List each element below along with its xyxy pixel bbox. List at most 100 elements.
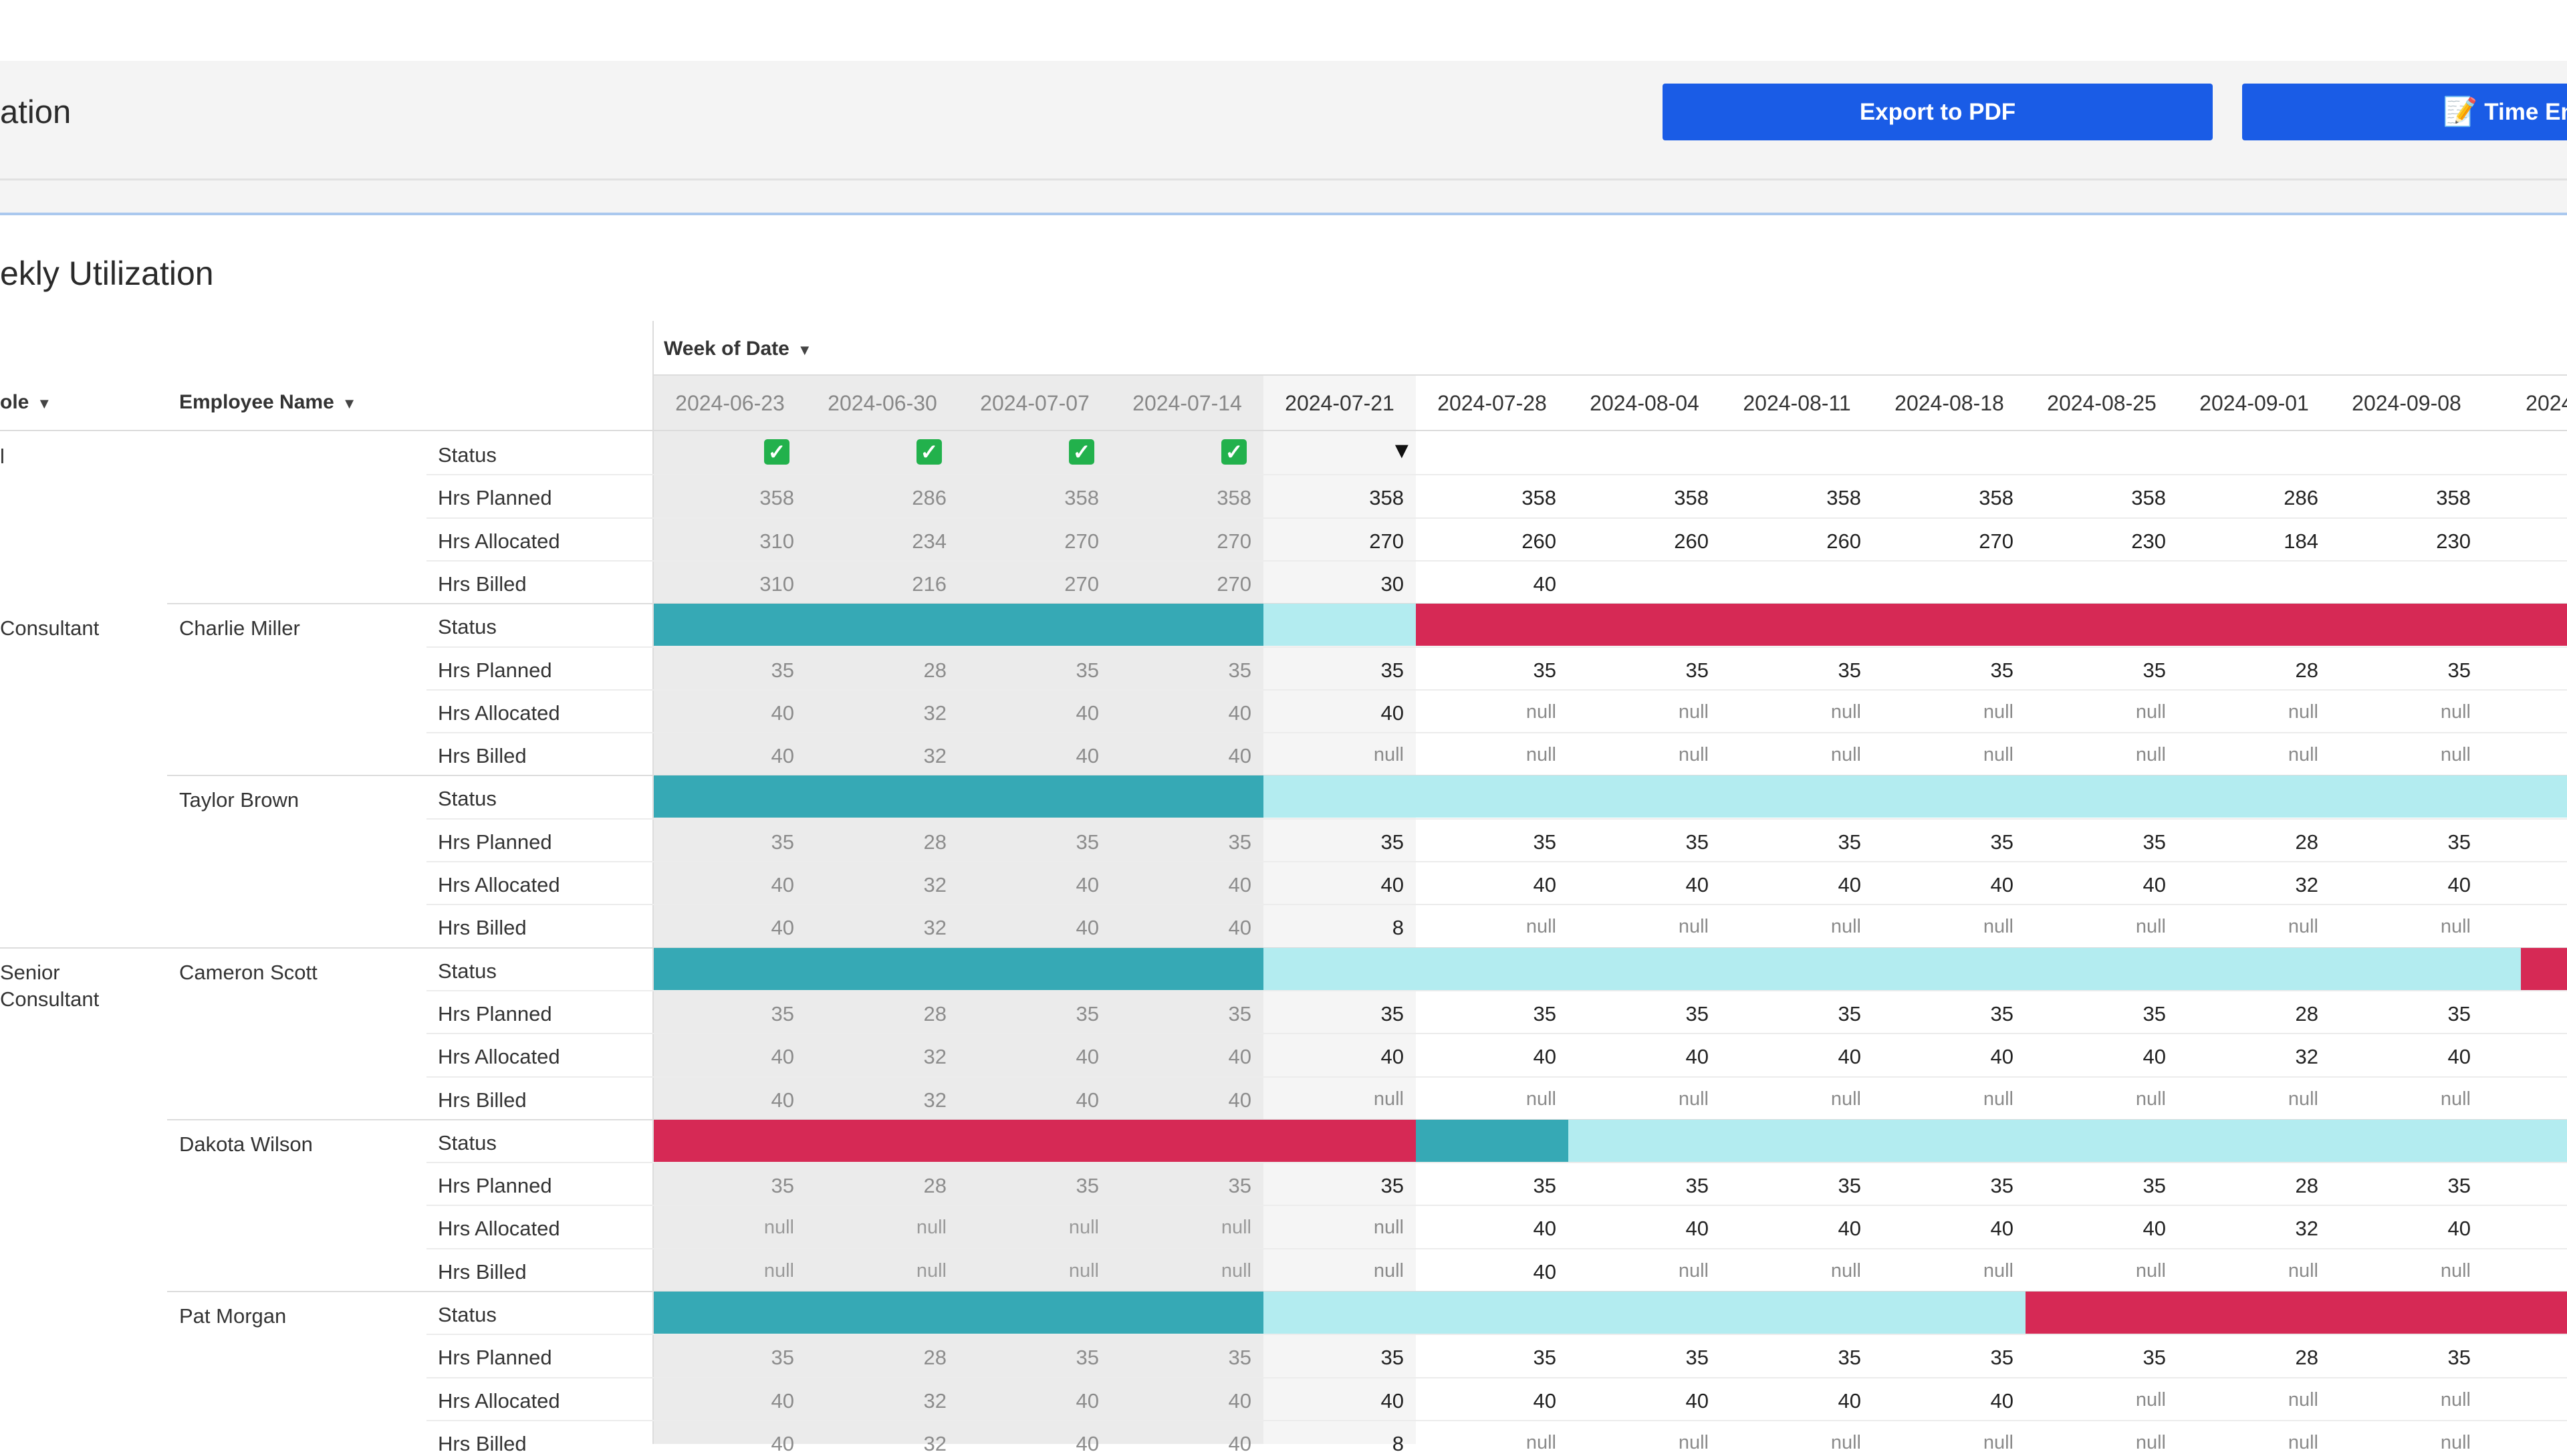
value-cell: 35 bbox=[1990, 830, 2013, 854]
value-cell: null bbox=[1983, 701, 2013, 723]
employee-name-cell[interactable]: Pat Morgan bbox=[179, 1304, 287, 1328]
value-cell: 32 bbox=[2295, 1045, 2318, 1069]
date-column-header[interactable]: 2024-07-21 bbox=[1285, 391, 1394, 415]
status-bar-segment[interactable] bbox=[1263, 947, 2521, 990]
value-cell: null bbox=[1068, 1259, 1099, 1282]
employee-name-cell[interactable]: Charlie Miller bbox=[179, 616, 300, 640]
value-cell: 35 bbox=[2143, 830, 2166, 854]
value-cell: null bbox=[1830, 744, 1861, 766]
time-entry-button[interactable]: 📝 Time En bbox=[2242, 84, 2567, 140]
value-cell: 35 bbox=[771, 830, 794, 854]
value-cell: null bbox=[1525, 744, 1556, 766]
value-cell: 35 bbox=[1685, 1001, 1709, 1025]
past-columns-bg bbox=[654, 374, 1263, 1444]
status-bar-segment[interactable] bbox=[1416, 604, 2567, 646]
metric-label: Hrs Allocated bbox=[438, 1217, 560, 1241]
employee-name-cell[interactable]: Dakota Wilson bbox=[179, 1132, 313, 1156]
value-cell: 35 bbox=[2447, 1346, 2471, 1370]
status-bar-segment[interactable] bbox=[2026, 1292, 2567, 1334]
value-cell: 30 bbox=[1380, 572, 1404, 596]
role-header[interactable]: ole ▼ bbox=[0, 391, 51, 414]
value-cell: 40 bbox=[771, 916, 794, 940]
current-column-bg bbox=[1263, 374, 1416, 1444]
metric-label: Hrs Planned bbox=[438, 1174, 552, 1198]
status-bar-segment[interactable] bbox=[1568, 1119, 2567, 1162]
value-cell: 40 bbox=[1533, 1217, 1556, 1241]
status-bar-segment[interactable] bbox=[654, 775, 1263, 818]
value-cell: 270 bbox=[1979, 529, 2013, 553]
status-bar-segment[interactable] bbox=[1263, 604, 1416, 646]
value-cell: null bbox=[1678, 1088, 1709, 1110]
value-cell: null bbox=[2288, 916, 2318, 938]
value-cell: 35 bbox=[1990, 1346, 2013, 1370]
row-divider bbox=[426, 1205, 2567, 1207]
value-cell: 260 bbox=[1826, 529, 1861, 553]
date-column-header[interactable]: 2024-07-07 bbox=[980, 391, 1090, 415]
status-bar-segment[interactable] bbox=[654, 947, 1263, 990]
value-cell: 35 bbox=[1838, 830, 1861, 854]
row-divider bbox=[426, 517, 2567, 519]
value-cell: null bbox=[1373, 1088, 1404, 1110]
value-cell: 40 bbox=[1228, 701, 1251, 725]
date-column-header[interactable]: 2024-08-18 bbox=[1894, 391, 2004, 415]
value-cell: 35 bbox=[1990, 658, 2013, 682]
date-column-header[interactable]: 2024-06-23 bbox=[675, 391, 785, 415]
status-bar-segment[interactable] bbox=[2521, 947, 2567, 990]
value-cell: 358 bbox=[1369, 486, 1404, 510]
value-cell: 35 bbox=[2143, 1001, 2166, 1025]
metric-label: Hrs Planned bbox=[438, 1346, 552, 1370]
value-cell: 35 bbox=[771, 1001, 794, 1025]
value-cell: 35 bbox=[1380, 1001, 1404, 1025]
value-cell: 40 bbox=[1228, 1045, 1251, 1069]
employee-name-cell[interactable]: Cameron Scott bbox=[179, 960, 318, 984]
value-cell: null bbox=[1983, 916, 2013, 938]
week-of-date-header[interactable]: Week of Date ▼ bbox=[664, 338, 812, 360]
employee-name-cell[interactable]: Taylor Brown bbox=[179, 788, 299, 812]
date-column-header[interactable]: 2024-08-11 bbox=[1743, 391, 1851, 415]
value-cell: 35 bbox=[2143, 658, 2166, 682]
value-cell: 35 bbox=[1533, 1174, 1556, 1198]
value-cell: 8 bbox=[1392, 916, 1404, 940]
export-pdf-button[interactable]: Export to PDF bbox=[1663, 84, 2213, 140]
row-divider bbox=[426, 861, 2567, 862]
row-divider bbox=[426, 732, 2567, 734]
value-cell: 40 bbox=[2447, 1217, 2471, 1241]
value-cell: 40 bbox=[1380, 1388, 1404, 1413]
value-cell: 40 bbox=[771, 1388, 794, 1413]
metric-label: Hrs Planned bbox=[438, 658, 552, 682]
status-bar-segment[interactable] bbox=[654, 1119, 1416, 1162]
value-cell: 286 bbox=[912, 486, 947, 510]
value-cell: null bbox=[763, 1259, 794, 1282]
value-cell: null bbox=[2440, 916, 2471, 938]
value-cell: null bbox=[1983, 1259, 2013, 1282]
date-column-header[interactable]: 2024-09-01 bbox=[2199, 391, 2309, 415]
row-divider bbox=[426, 1419, 2567, 1421]
date-column-header[interactable]: 2024-08-04 bbox=[1590, 391, 1699, 415]
value-cell: null bbox=[2440, 1431, 2471, 1453]
value-cell: null bbox=[1525, 916, 1556, 938]
date-column-header[interactable]: 2024-07-28 bbox=[1437, 391, 1547, 415]
status-bar-segment[interactable] bbox=[654, 1292, 1263, 1334]
value-cell: 40 bbox=[1380, 1045, 1404, 1069]
status-bar-segment[interactable] bbox=[654, 604, 1263, 646]
header-bottom-line bbox=[0, 430, 2567, 431]
value-cell: 35 bbox=[1228, 1346, 1251, 1370]
date-column-header[interactable]: 2024-08-25 bbox=[2047, 391, 2157, 415]
date-column-header[interactable]: 2024-06-30 bbox=[828, 391, 937, 415]
value-cell: 35 bbox=[1533, 1001, 1556, 1025]
memo-icon: 📝 bbox=[2443, 96, 2478, 127]
value-cell: 260 bbox=[1521, 529, 1556, 553]
value-cell: null bbox=[1983, 1088, 2013, 1110]
status-bar-segment[interactable] bbox=[1263, 1292, 2026, 1334]
value-cell: 270 bbox=[1064, 529, 1099, 553]
date-column-header[interactable]: 2024-0 bbox=[2526, 391, 2567, 415]
dropdown-caret-icon: ▼ bbox=[342, 395, 357, 412]
row-divider bbox=[426, 560, 2567, 562]
value-cell: 270 bbox=[1369, 529, 1404, 553]
status-bar-segment[interactable] bbox=[1263, 775, 2567, 818]
date-column-header[interactable]: 2024-07-14 bbox=[1132, 391, 1242, 415]
value-cell: 28 bbox=[2295, 830, 2318, 854]
status-bar-segment[interactable] bbox=[1416, 1119, 1568, 1162]
employee-name-header[interactable]: Employee Name ▼ bbox=[179, 391, 357, 414]
date-column-header[interactable]: 2024-09-08 bbox=[2352, 391, 2461, 415]
